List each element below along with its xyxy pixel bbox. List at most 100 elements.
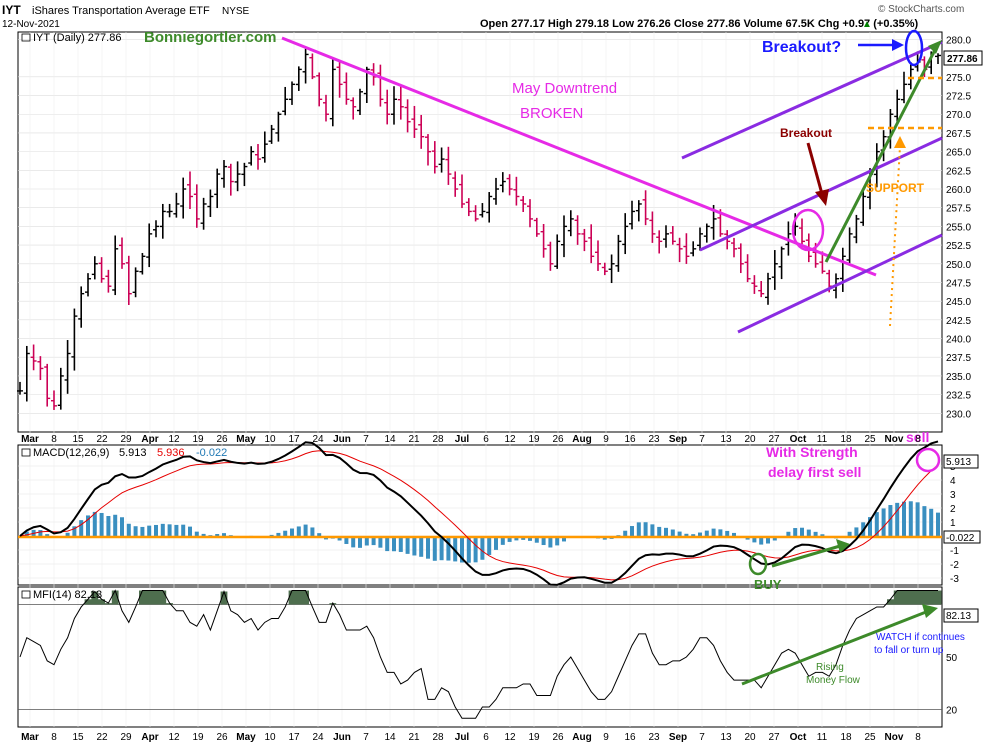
macd-hist-bar — [371, 536, 376, 546]
macd-hist-bar — [201, 533, 206, 536]
macd-hist-bar — [677, 531, 682, 536]
macd-hist-bar — [126, 523, 131, 536]
price-tick-label: 272.5 — [946, 92, 971, 103]
x-tick-label: 18 — [840, 434, 852, 445]
price-bar — [241, 162, 248, 187]
macd-hist-bar — [351, 536, 356, 548]
x-tick-label: Mar — [21, 434, 39, 445]
macd-hist-bar — [711, 528, 716, 536]
price-bar — [601, 262, 608, 276]
price-bar — [105, 269, 112, 293]
macd-hist-bar — [929, 508, 934, 536]
price-bar — [629, 200, 635, 230]
price-bar — [581, 228, 588, 252]
x-tick-label: 6 — [483, 434, 489, 445]
green-uptrend-line — [824, 43, 940, 263]
price-tick-label: 242.5 — [946, 316, 971, 327]
price-bar — [465, 198, 472, 217]
x-tick-label: 17 — [288, 732, 300, 743]
price-bar — [744, 254, 751, 283]
price-bar — [221, 160, 227, 188]
price-bar — [282, 86, 289, 116]
price-bar — [683, 233, 690, 264]
macd-hist-bar — [317, 533, 322, 536]
price-bar — [724, 230, 731, 250]
price-bar — [329, 58, 336, 127]
price-bar — [418, 114, 425, 149]
breakout-q-circle — [904, 29, 924, 67]
price-bar — [17, 381, 23, 395]
macd-hist-bar — [480, 536, 485, 560]
x-tick-label: 17 — [288, 434, 300, 445]
price-tick-label: 280.0 — [946, 35, 971, 46]
macd-hist-bar — [670, 529, 675, 536]
price-bar — [384, 89, 391, 125]
price-bar — [377, 64, 384, 107]
x-tick-label: 23 — [648, 434, 660, 445]
macd-hist-bar — [874, 512, 879, 536]
price-bar — [397, 85, 404, 120]
macd-hist-bar — [133, 526, 138, 536]
x-tick-label: Mar — [21, 732, 39, 743]
price-bar — [506, 174, 513, 196]
x-tick-label: 13 — [720, 732, 732, 743]
price-bar — [153, 220, 159, 238]
price-bar — [765, 272, 771, 305]
x-tick-label: 21 — [408, 732, 420, 743]
price-bar — [159, 203, 166, 239]
macd-y-axis: -3-2-1012345 — [18, 462, 959, 585]
macd-hist-bar — [194, 531, 199, 536]
price-bar — [935, 53, 941, 65]
mfi-panel-frame — [17, 586, 943, 728]
price-bar — [295, 66, 302, 91]
price-bar — [207, 189, 214, 217]
macd-hist-bar — [725, 530, 730, 536]
buy-label: BUY — [754, 577, 782, 592]
price-bar — [901, 71, 907, 104]
macd-hist-bar — [507, 536, 512, 542]
macd-hist-bar — [154, 524, 158, 536]
macd-hist-bar — [766, 536, 770, 544]
x-tick-label: 15 — [72, 732, 84, 743]
macd-tick-label: -2 — [950, 560, 959, 571]
x-tick-label: 6 — [483, 732, 489, 743]
x-tick-label: 9 — [603, 732, 609, 743]
author-label: Bonniegortler.com — [144, 29, 277, 46]
macd-hist-bar — [636, 522, 641, 536]
x-tick-label: 11 — [817, 434, 828, 445]
x-tick-label: 11 — [817, 732, 828, 743]
x-tick-label: 26 — [552, 434, 564, 445]
mfi-legend: MFI(14) 82.13 — [33, 589, 102, 601]
price-tick-label: 275.0 — [946, 73, 971, 84]
price-bar — [23, 345, 30, 402]
security-name: iShares Transportation Average ETF — [32, 5, 210, 17]
price-bar — [561, 215, 567, 258]
price-tick-label: 237.5 — [946, 353, 971, 364]
x-tick-label: May — [236, 732, 256, 743]
price-bar — [227, 163, 234, 196]
x-tick-label: 29 — [120, 732, 132, 743]
price-bar — [846, 227, 853, 264]
x-tick-label: 16 — [624, 732, 636, 743]
price-bar — [187, 171, 193, 210]
price-bar — [540, 224, 547, 258]
mfi-overbought-fill — [84, 590, 942, 605]
price-bar — [357, 88, 363, 115]
macd-legend-icon — [21, 448, 31, 457]
price-bar — [669, 226, 676, 245]
uptrend-arrow-icon — [928, 40, 942, 54]
macd-hist-bar — [806, 529, 811, 536]
macd-hist-value: -0.022 — [196, 447, 227, 459]
price-bar — [323, 94, 329, 122]
macd-hist-bar — [494, 536, 498, 550]
macd-hist-bar — [732, 532, 736, 536]
macd-hist-bar — [385, 536, 390, 552]
x-tick-label: 7 — [363, 434, 369, 445]
rising-label-2: Money Flow — [806, 675, 861, 686]
macd-hist-bar — [555, 536, 560, 546]
macd-hist-bar — [215, 534, 220, 536]
price-tick-label: 257.5 — [946, 204, 971, 215]
price-bar — [438, 147, 445, 173]
price-bar — [268, 124, 275, 144]
macd-signal-line — [19, 450, 939, 581]
